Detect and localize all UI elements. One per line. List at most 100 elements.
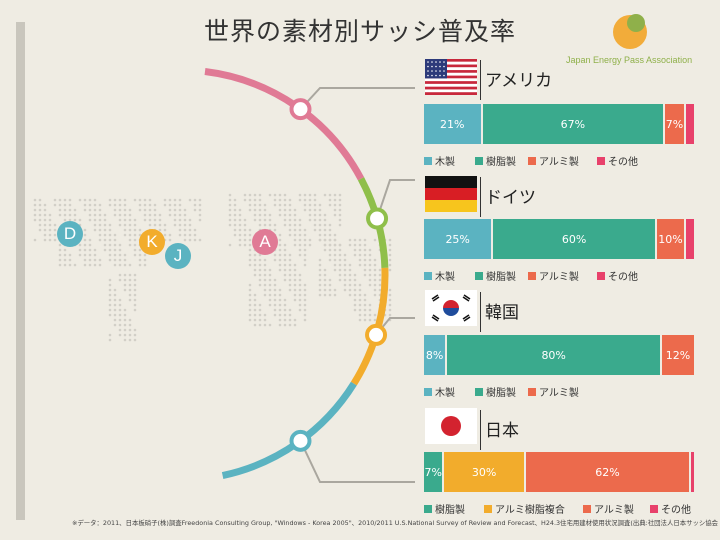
map-dot [278, 268, 282, 272]
map-dot [308, 238, 312, 242]
map-dot [373, 263, 377, 267]
page-title: 世界の素材別サッシ普及率 [203, 17, 516, 46]
map-dot [333, 258, 337, 262]
map-dot [323, 238, 327, 242]
map-dot [58, 258, 62, 262]
map-dot [48, 213, 52, 217]
map-dot [78, 248, 82, 252]
map-dot [288, 318, 292, 322]
bar-segment: 30% [444, 452, 524, 492]
map-dot [43, 223, 47, 227]
map-dot [253, 203, 257, 207]
map-dot [118, 253, 122, 257]
map-dot [43, 203, 47, 207]
map-dot [338, 218, 342, 222]
map-dot [233, 213, 237, 217]
map-dot [283, 318, 287, 322]
map-dot [298, 293, 302, 297]
map-dot [133, 228, 137, 232]
map-dot [108, 238, 112, 242]
map-dot [103, 213, 107, 217]
map-dot [108, 248, 112, 252]
map-dot [183, 238, 187, 242]
country-label: ドイツ [485, 188, 536, 208]
map-dot [303, 288, 307, 292]
map-dot [108, 303, 112, 307]
map-dot [118, 333, 122, 337]
map-dot [333, 248, 337, 252]
map-dot [328, 283, 332, 287]
legend-label: 樹脂製 [435, 505, 465, 516]
map-dot [283, 298, 287, 302]
bar-segment: 21% [424, 104, 481, 144]
map-dot [33, 238, 37, 242]
map-dot [338, 213, 342, 217]
map-dot [53, 198, 57, 202]
map-dot [288, 228, 292, 232]
map-dot [338, 223, 342, 227]
map-dot [303, 228, 307, 232]
map-dot [258, 278, 262, 282]
map-dot [113, 238, 117, 242]
bar-segment: 7% [665, 104, 684, 144]
map-dot [348, 263, 352, 267]
map-dot [248, 303, 252, 307]
map-dot [278, 323, 282, 327]
map-dot [303, 298, 307, 302]
map-dot [103, 228, 107, 232]
map-dot [98, 258, 102, 262]
map-dot [263, 208, 267, 212]
map-dot [198, 208, 202, 212]
map-dot [268, 213, 272, 217]
country-label: アメリカ [485, 71, 553, 91]
map-dot [293, 263, 297, 267]
map-dot [113, 213, 117, 217]
map-dot [268, 323, 272, 327]
map-dot [358, 248, 362, 252]
map-dot [333, 208, 337, 212]
map-dot [298, 298, 302, 302]
map-dot [148, 203, 152, 207]
legend-swatch [424, 271, 432, 280]
map-dot [118, 308, 122, 312]
map-dot [333, 263, 337, 267]
legend-swatch [424, 387, 432, 396]
map-dot [288, 203, 292, 207]
map-dot [233, 233, 237, 237]
map-dot [323, 243, 327, 247]
map-dot [263, 213, 267, 217]
map-dot [268, 273, 272, 277]
map-dot [368, 268, 372, 272]
map-dot [333, 238, 337, 242]
map-dot [128, 338, 132, 342]
map-dot [118, 258, 122, 262]
map-dot [238, 233, 242, 237]
map-dot [123, 213, 127, 217]
map-dot [308, 208, 312, 212]
map-dot [178, 223, 182, 227]
map-dot [263, 268, 267, 272]
map-dot [333, 253, 337, 257]
legend-item: 樹脂製 [475, 384, 516, 399]
map-dot [388, 258, 392, 262]
map-dot [248, 193, 252, 197]
map-dot [278, 213, 282, 217]
map-dot [353, 248, 357, 252]
bar-segment: 80% [447, 335, 661, 375]
map-dot [273, 313, 277, 317]
map-dot [283, 278, 287, 282]
map-dot [293, 213, 297, 217]
map-dot [263, 283, 267, 287]
map-dot [268, 283, 272, 287]
map-dot [233, 198, 237, 202]
map-dot [83, 208, 87, 212]
map-dot [198, 203, 202, 207]
map-dot [198, 198, 202, 202]
map-dot [343, 268, 347, 272]
map-dot [323, 293, 327, 297]
map-dot [243, 193, 247, 197]
map-dot [303, 283, 307, 287]
map-dot [323, 193, 327, 197]
map-dot [113, 198, 117, 202]
map-dot [318, 213, 322, 217]
